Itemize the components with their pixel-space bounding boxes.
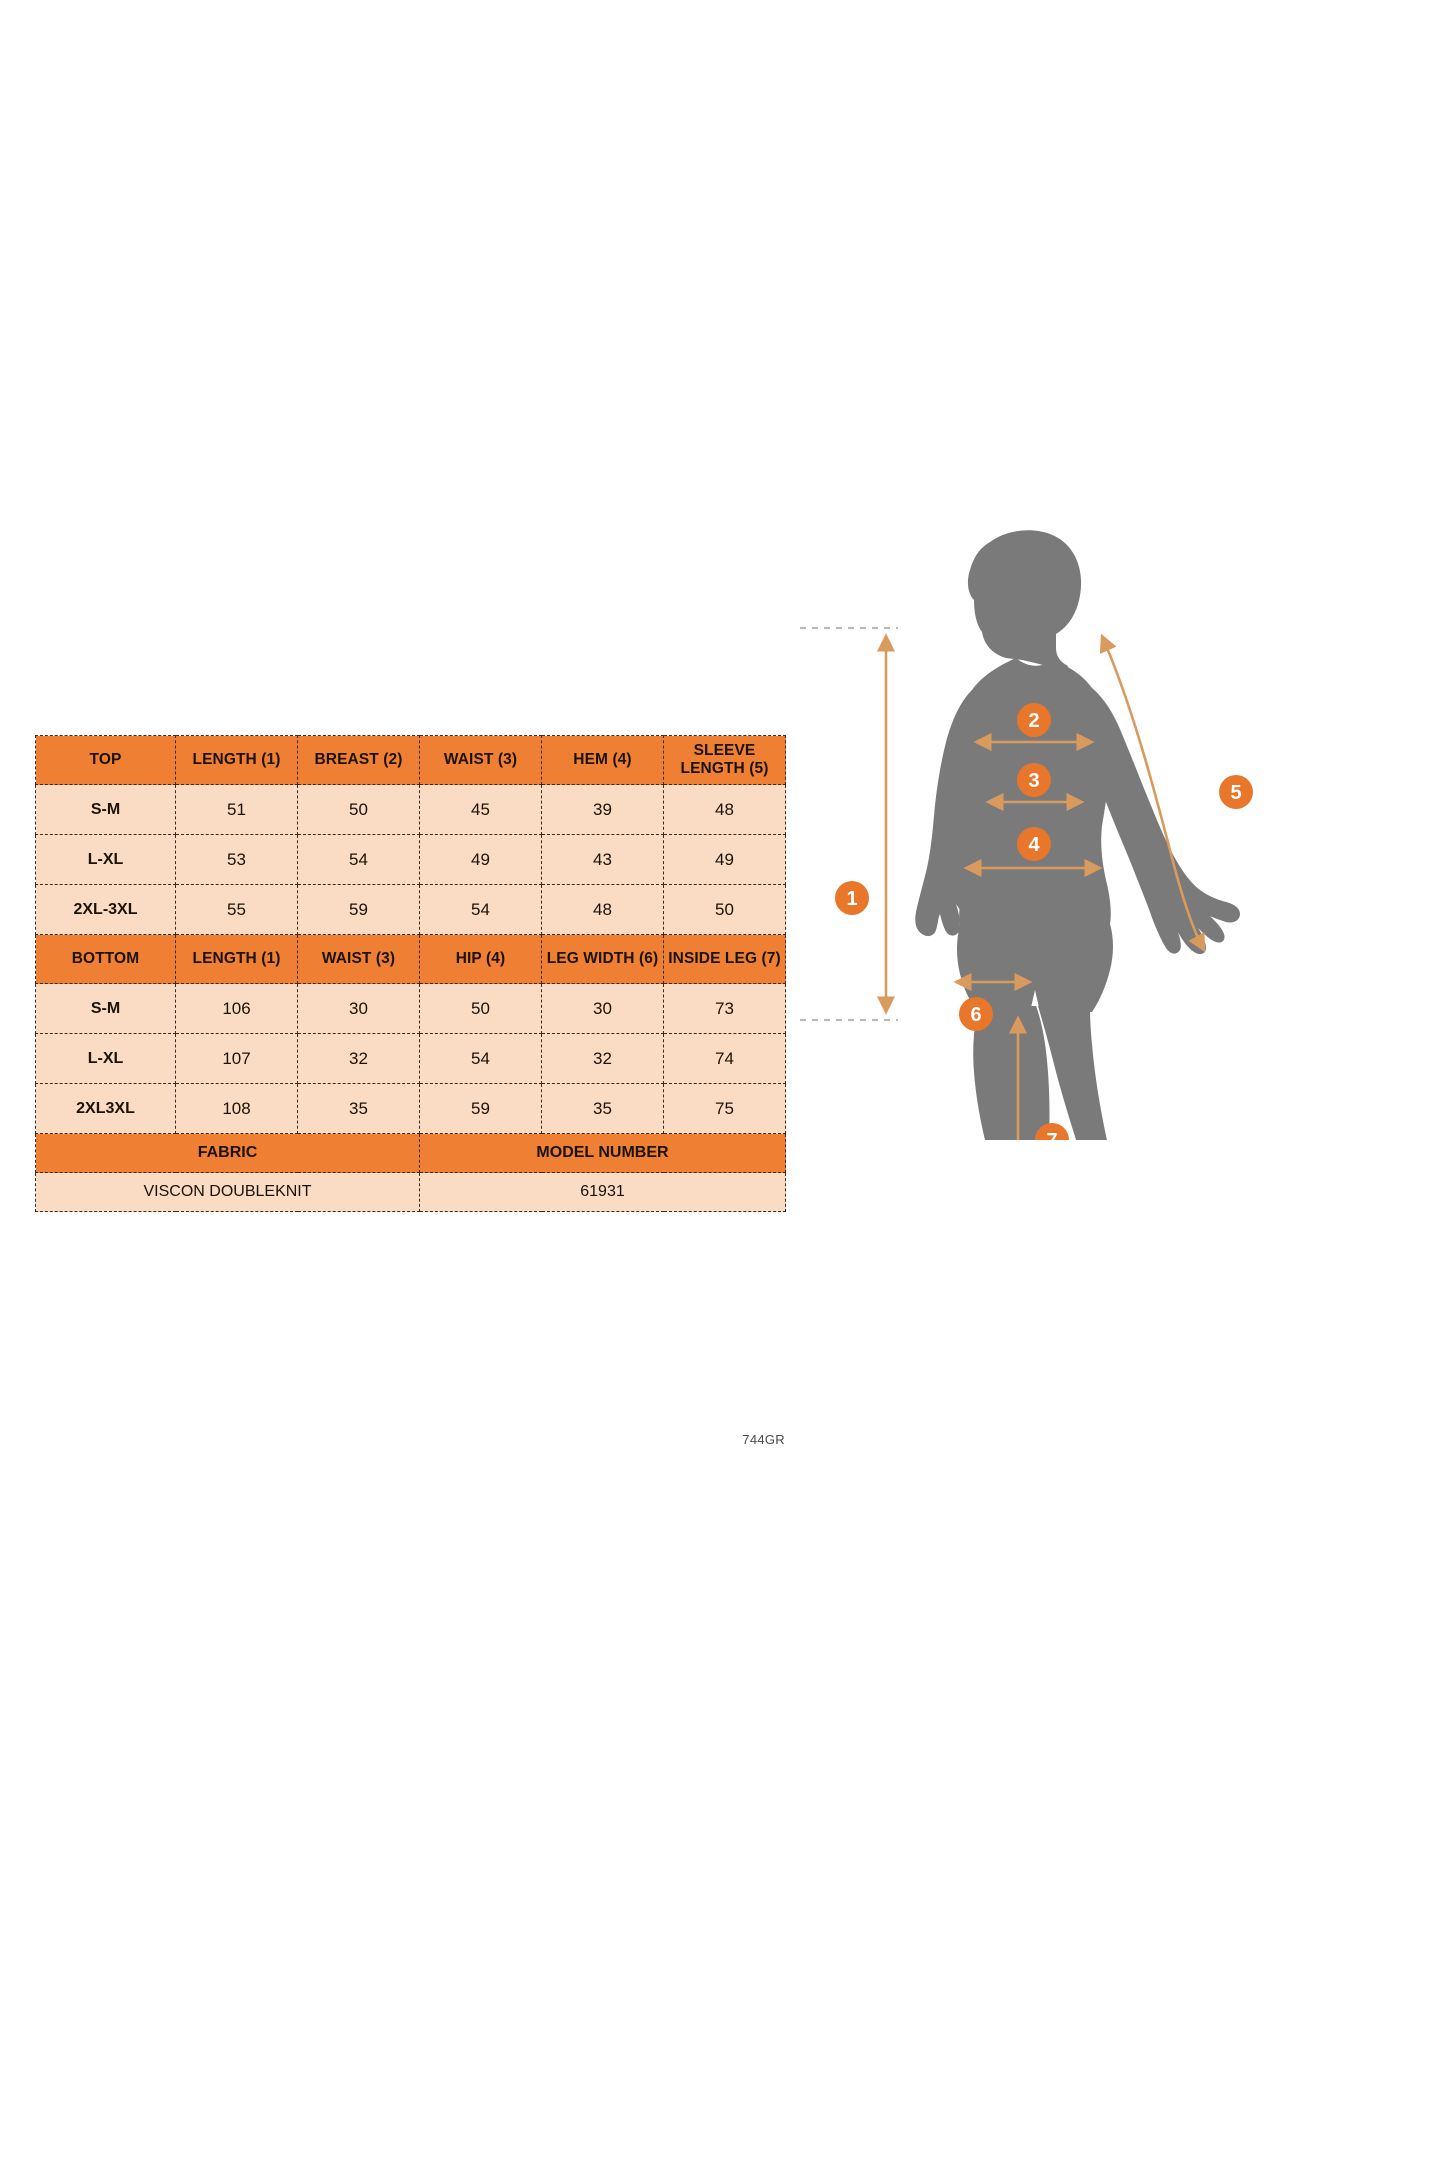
header-top-hem: HEM (4) bbox=[541, 735, 664, 785]
cell-value: 74 bbox=[663, 1033, 786, 1084]
silhouette-body bbox=[915, 530, 1240, 1140]
cell-value: 48 bbox=[541, 884, 664, 935]
row-size-label: 2XL-3XL bbox=[35, 884, 176, 935]
cell-value: 43 bbox=[541, 834, 664, 885]
badge-6-label: 6 bbox=[970, 1004, 981, 1026]
table-row: 2XL3XL 108 35 59 35 75 bbox=[35, 1083, 786, 1134]
cell-value: 54 bbox=[297, 834, 420, 885]
cell-value: 59 bbox=[297, 884, 420, 935]
table-header-row-top: TOP LENGTH (1) BREAST (2) WAIST (3) HEM … bbox=[35, 735, 786, 785]
badge-1-label: 1 bbox=[846, 888, 857, 910]
cell-value: 54 bbox=[419, 1033, 542, 1084]
measurement-arrows bbox=[876, 633, 1206, 1140]
table-row: 2XL-3XL 55 59 54 48 50 bbox=[35, 884, 786, 935]
cell-value: 75 bbox=[663, 1083, 786, 1134]
measurement-figure: 1 2 3 4 5 bbox=[780, 520, 1440, 1140]
cell-value: 45 bbox=[419, 784, 542, 835]
header-top-sleeve-length: SLEEVE LENGTH (5) bbox=[663, 735, 786, 785]
cell-value: 49 bbox=[663, 834, 786, 885]
value-model-number: 61931 bbox=[419, 1172, 786, 1212]
cell-value: 35 bbox=[297, 1083, 420, 1134]
female-silhouette-diagram: 1 2 3 4 5 bbox=[800, 530, 1253, 1140]
cell-value: 35 bbox=[541, 1083, 664, 1134]
size-chart-table: TOP LENGTH (1) BREAST (2) WAIST (3) HEM … bbox=[35, 735, 786, 1212]
header-bottom-inside-leg: INSIDE LEG (7) bbox=[663, 934, 786, 984]
badge-7-label: 7 bbox=[1046, 1130, 1057, 1140]
badge-6: 6 bbox=[959, 997, 993, 1031]
header-bottom-leg-width: LEG WIDTH (6) bbox=[541, 934, 664, 984]
header-top-breast: BREAST (2) bbox=[297, 735, 420, 785]
header-fabric: FABRIC bbox=[35, 1133, 420, 1173]
cell-value: 73 bbox=[663, 983, 786, 1034]
arrow-sleeve-length-5 bbox=[1099, 633, 1206, 953]
badge-4-label: 4 bbox=[1028, 834, 1040, 856]
row-size-label: S-M bbox=[35, 784, 176, 835]
badge-3: 3 bbox=[1017, 763, 1051, 797]
cell-value: 30 bbox=[297, 983, 420, 1034]
cell-value: 107 bbox=[175, 1033, 298, 1084]
table-footer-header-row: FABRIC MODEL NUMBER bbox=[35, 1133, 786, 1173]
header-sleeve-line2: LENGTH (5) bbox=[680, 760, 769, 777]
cell-value: 48 bbox=[663, 784, 786, 835]
measurement-badges: 1 2 3 4 5 bbox=[835, 703, 1253, 1140]
header-top-waist: WAIST (3) bbox=[419, 735, 542, 785]
header-bottom-waist: WAIST (3) bbox=[297, 934, 420, 984]
row-size-label: S-M bbox=[35, 983, 176, 1034]
value-fabric: VISCON DOUBLEKNIT bbox=[35, 1172, 420, 1212]
badge-2: 2 bbox=[1017, 703, 1051, 737]
table-row: L-XL 107 32 54 32 74 bbox=[35, 1033, 786, 1084]
cell-value: 51 bbox=[175, 784, 298, 835]
badge-1: 1 bbox=[835, 881, 869, 915]
badge-5: 5 bbox=[1219, 775, 1253, 809]
table-footer-value-row: VISCON DOUBLEKNIT 61931 bbox=[35, 1172, 786, 1212]
cell-value: 49 bbox=[419, 834, 542, 885]
table-row: S-M 51 50 45 39 48 bbox=[35, 784, 786, 835]
cell-value: 50 bbox=[663, 884, 786, 935]
cell-value: 55 bbox=[175, 884, 298, 935]
cell-value: 54 bbox=[419, 884, 542, 935]
badge-2-label: 2 bbox=[1028, 710, 1039, 732]
cell-value: 106 bbox=[175, 983, 298, 1034]
header-top-length: LENGTH (1) bbox=[175, 735, 298, 785]
table-row: L-XL 53 54 49 43 49 bbox=[35, 834, 786, 885]
cell-value: 30 bbox=[541, 983, 664, 1034]
badge-4: 4 bbox=[1017, 827, 1051, 861]
table-header-row-bottom: BOTTOM LENGTH (1) WAIST (3) HIP (4) LEG … bbox=[35, 934, 786, 984]
table-row: S-M 106 30 50 30 73 bbox=[35, 983, 786, 1034]
cell-value: 39 bbox=[541, 784, 664, 835]
cell-value: 108 bbox=[175, 1083, 298, 1134]
header-bottom-length: LENGTH (1) bbox=[175, 934, 298, 984]
row-size-label: L-XL bbox=[35, 1033, 176, 1084]
header-bottom-hip: HIP (4) bbox=[419, 934, 542, 984]
cell-value: 53 bbox=[175, 834, 298, 885]
cell-value: 32 bbox=[541, 1033, 664, 1084]
badge-7: 7 bbox=[1035, 1123, 1069, 1140]
row-size-label: L-XL bbox=[35, 834, 176, 885]
header-bottom: BOTTOM bbox=[35, 934, 176, 984]
row-size-label: 2XL3XL bbox=[35, 1083, 176, 1134]
header-sleeve-line1: SLEEVE bbox=[693, 742, 756, 760]
product-code-label: 744GR bbox=[742, 1432, 785, 1447]
cell-value: 50 bbox=[419, 983, 542, 1034]
badge-3-label: 3 bbox=[1028, 770, 1039, 792]
header-model-number: MODEL NUMBER bbox=[419, 1133, 786, 1173]
size-chart-table-wrap: TOP LENGTH (1) BREAST (2) WAIST (3) HEM … bbox=[35, 735, 786, 1212]
header-top: TOP bbox=[35, 735, 176, 785]
cell-value: 50 bbox=[297, 784, 420, 835]
cell-value: 32 bbox=[297, 1033, 420, 1084]
badge-5-label: 5 bbox=[1230, 782, 1241, 804]
cell-value: 59 bbox=[419, 1083, 542, 1134]
